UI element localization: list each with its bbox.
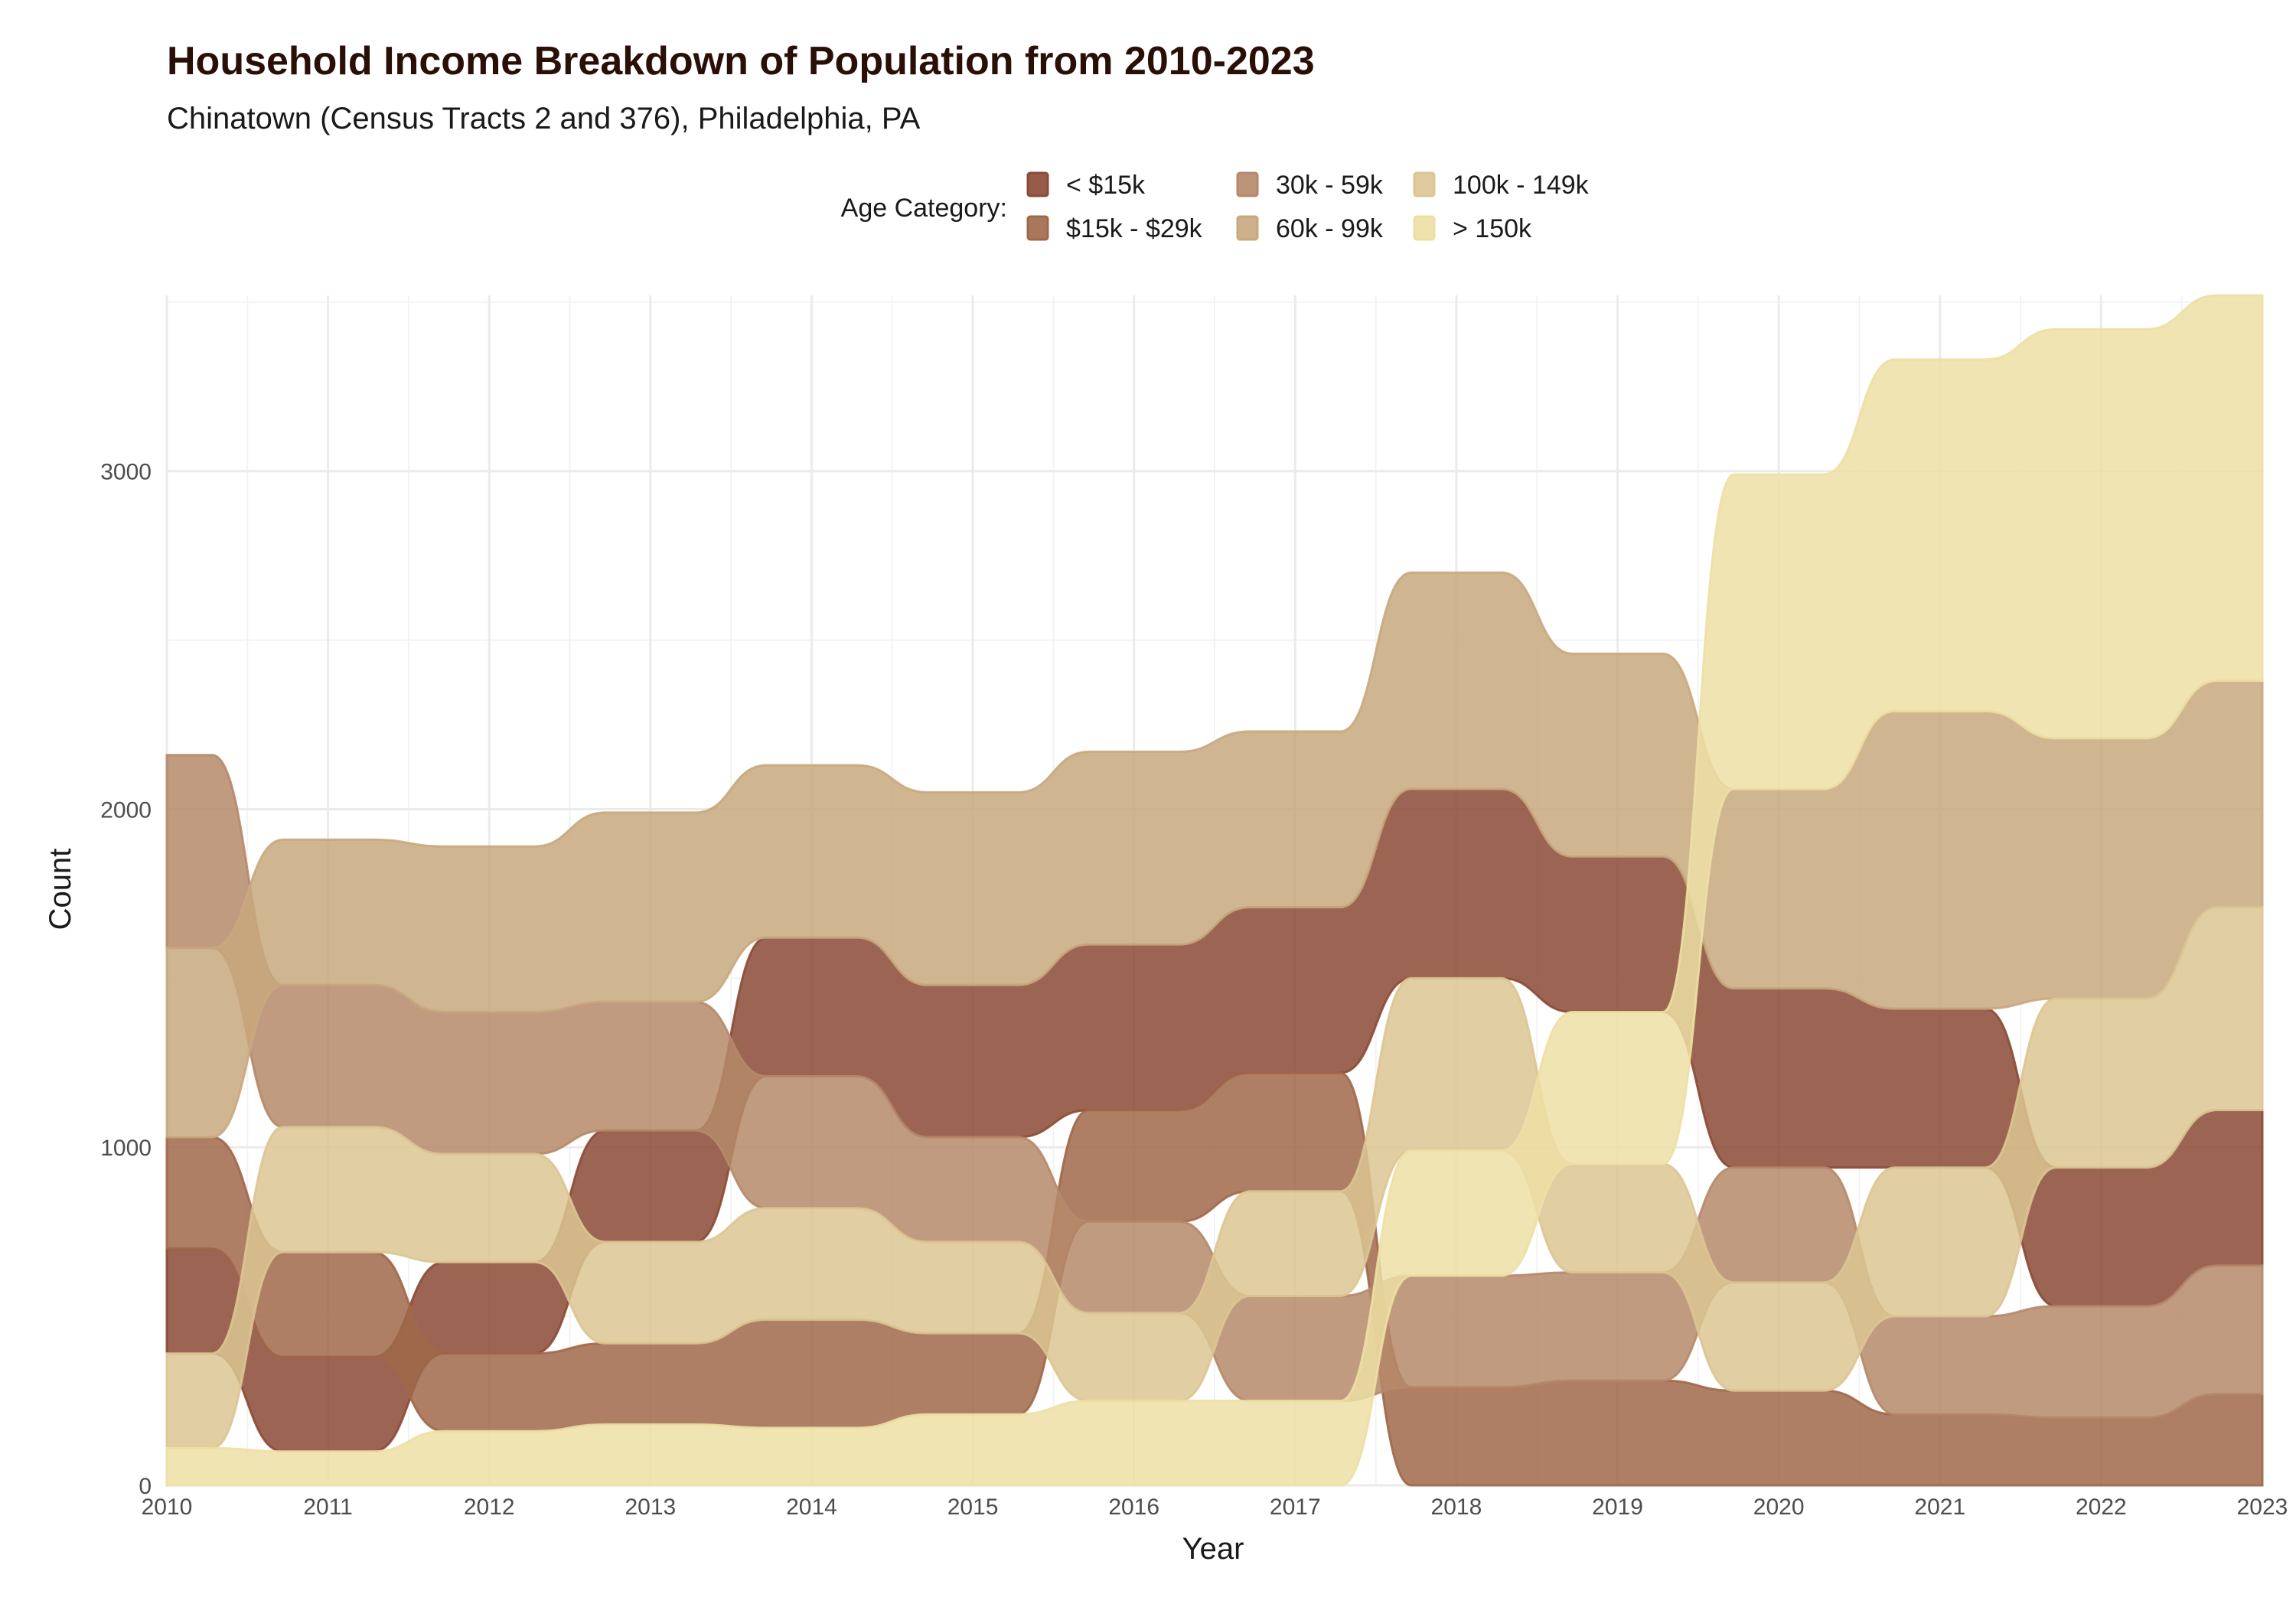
x-tick-label: 2016 [1108,1495,1159,1520]
legend-title: Age Category: [841,194,1007,223]
area-150k [165,294,2264,1487]
legend-item: 100k - 149k [1413,171,1590,200]
x-tick-label: 2011 [303,1495,353,1520]
legend-swatch [1236,171,1259,197]
legend-swatch [1026,215,1049,241]
legend-swatch [1413,171,1436,197]
legend-item: 30k - 59k [1236,171,1384,200]
x-tick-label: 2022 [2076,1495,2127,1520]
x-tick-label: 2014 [786,1495,837,1520]
x-axis-ticks: 2010 2011 2012 2013 2014 2015 2016 2017 2018 2019… [142,1495,2288,1520]
legend-label: > 150k [1453,214,1532,243]
x-tick-label: 2010 [142,1495,193,1520]
y-tick-label: 1000 [100,1136,152,1161]
y-axis-title: Count [44,849,77,931]
area-100k-149k [165,906,2264,1449]
legend-swatch [1236,215,1259,241]
y-tick-label: 2000 [100,797,152,823]
legend-item: $15k - $29k [1026,214,1203,243]
legend-swatch [1413,215,1436,241]
legend-label: $15k - $29k [1066,214,1203,243]
x-tick-label: 2017 [1270,1495,1321,1520]
legend-item: > 150k [1413,214,1532,243]
x-tick-label: 2019 [1592,1495,1643,1520]
x-tick-label: 2020 [1753,1495,1805,1520]
legend-item: < $15k [1026,171,1146,200]
y-tick-label: 0 [139,1474,152,1499]
x-tick-label: 2012 [464,1495,515,1520]
legend-label: < $15k [1066,171,1146,200]
y-axis-ticks: 0 1000 2000 3000 [100,460,152,1499]
legend-item: 60k - 99k [1236,214,1384,243]
x-tick-label: 2015 [947,1495,999,1520]
legend: Age Category: < $15k $15k - $29k 30k - 59k… [841,171,1590,243]
x-tick-label: 2023 [2237,1495,2288,1520]
area-layers [165,294,2264,1487]
y-tick-label: 3000 [100,460,152,485]
x-tick-label: 2021 [1914,1495,1965,1520]
chart-subtitle: Chinatown (Census Tracts 2 and 376), Phi… [167,102,921,135]
legend-label: 30k - 59k [1276,171,1384,200]
x-tick-label: 2018 [1431,1495,1482,1520]
x-axis-title: Year [1182,1532,1244,1566]
legend-label: 60k - 99k [1276,214,1384,243]
legend-label: 100k - 149k [1453,171,1590,200]
chart-title: Household Income Breakdown of Population… [167,39,1315,83]
x-tick-label: 2013 [625,1495,676,1520]
legend-swatch [1026,171,1049,197]
